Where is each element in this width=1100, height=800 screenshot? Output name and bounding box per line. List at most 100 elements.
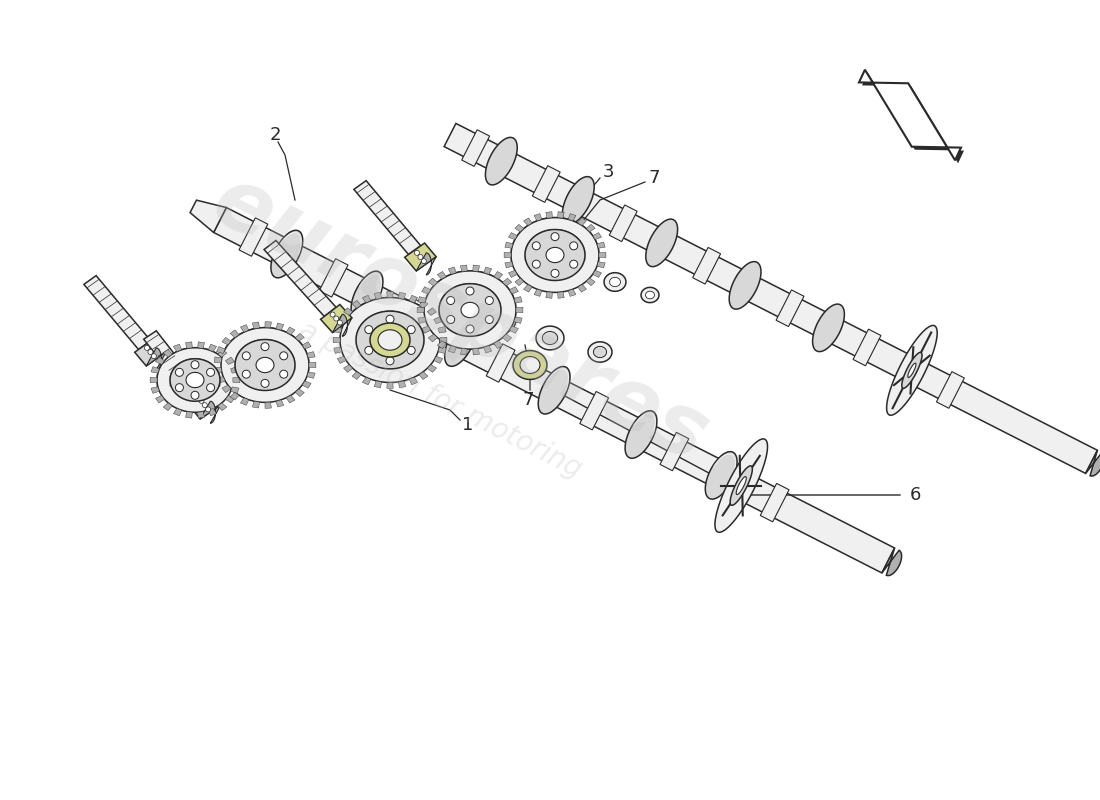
Polygon shape <box>505 262 513 268</box>
Polygon shape <box>520 357 540 374</box>
Polygon shape <box>208 344 217 352</box>
Polygon shape <box>588 342 612 362</box>
Polygon shape <box>593 346 606 358</box>
Polygon shape <box>370 323 410 357</box>
Polygon shape <box>362 295 371 303</box>
Polygon shape <box>343 365 353 372</box>
Polygon shape <box>399 299 428 338</box>
Polygon shape <box>200 401 221 423</box>
Circle shape <box>191 361 199 369</box>
Circle shape <box>421 258 427 264</box>
Circle shape <box>207 384 215 392</box>
Polygon shape <box>580 391 608 430</box>
Circle shape <box>532 260 540 268</box>
Polygon shape <box>513 350 547 379</box>
Polygon shape <box>276 323 284 330</box>
Text: 1: 1 <box>462 416 473 434</box>
Polygon shape <box>307 352 315 358</box>
Circle shape <box>365 326 373 334</box>
Polygon shape <box>424 271 516 349</box>
Text: 6: 6 <box>910 486 922 504</box>
Polygon shape <box>586 224 595 232</box>
Circle shape <box>551 233 559 241</box>
Polygon shape <box>241 398 249 406</box>
Circle shape <box>415 250 419 255</box>
Polygon shape <box>444 123 1098 474</box>
Polygon shape <box>448 267 456 274</box>
Polygon shape <box>598 252 606 258</box>
Polygon shape <box>163 350 173 357</box>
Polygon shape <box>239 218 267 256</box>
Circle shape <box>242 370 251 378</box>
Polygon shape <box>526 230 584 261</box>
Polygon shape <box>440 338 447 342</box>
Polygon shape <box>492 313 509 327</box>
Polygon shape <box>231 366 239 373</box>
Polygon shape <box>307 372 315 378</box>
Polygon shape <box>218 350 227 357</box>
Polygon shape <box>338 317 346 324</box>
Polygon shape <box>186 411 192 418</box>
Polygon shape <box>473 265 480 271</box>
Polygon shape <box>226 395 234 403</box>
Polygon shape <box>374 381 382 388</box>
Polygon shape <box>425 271 516 316</box>
Polygon shape <box>428 334 438 342</box>
Circle shape <box>261 342 270 350</box>
Polygon shape <box>433 356 442 363</box>
Circle shape <box>147 350 153 354</box>
Polygon shape <box>813 304 845 352</box>
Circle shape <box>175 368 184 376</box>
Polygon shape <box>439 284 500 315</box>
Polygon shape <box>418 297 426 303</box>
Polygon shape <box>333 326 342 333</box>
Polygon shape <box>597 242 605 248</box>
Circle shape <box>330 312 336 317</box>
Polygon shape <box>625 410 657 458</box>
Polygon shape <box>230 392 239 400</box>
Polygon shape <box>231 387 239 394</box>
Polygon shape <box>494 341 503 349</box>
Polygon shape <box>777 290 804 326</box>
Polygon shape <box>222 385 231 393</box>
Polygon shape <box>461 265 468 271</box>
Text: 7: 7 <box>648 169 660 187</box>
Polygon shape <box>189 391 221 419</box>
Polygon shape <box>433 317 442 324</box>
Circle shape <box>551 270 559 278</box>
Polygon shape <box>84 276 151 350</box>
Polygon shape <box>309 362 316 368</box>
Polygon shape <box>546 292 552 298</box>
Polygon shape <box>221 328 309 402</box>
Polygon shape <box>416 253 437 275</box>
Polygon shape <box>646 219 678 266</box>
Polygon shape <box>155 395 165 403</box>
Polygon shape <box>418 317 426 323</box>
Polygon shape <box>597 262 605 268</box>
Circle shape <box>261 379 270 387</box>
Polygon shape <box>235 339 295 390</box>
Polygon shape <box>609 278 620 286</box>
Polygon shape <box>214 367 222 373</box>
Polygon shape <box>604 273 626 291</box>
Polygon shape <box>514 297 522 303</box>
Circle shape <box>485 297 493 305</box>
Polygon shape <box>444 318 476 366</box>
Polygon shape <box>419 301 428 308</box>
Polygon shape <box>486 344 515 382</box>
Circle shape <box>447 297 454 305</box>
Polygon shape <box>222 338 231 345</box>
Polygon shape <box>593 233 602 240</box>
Polygon shape <box>186 372 204 388</box>
Polygon shape <box>514 317 522 323</box>
Polygon shape <box>419 372 428 379</box>
Polygon shape <box>421 326 430 334</box>
Circle shape <box>365 346 373 354</box>
Polygon shape <box>535 214 542 221</box>
Polygon shape <box>421 286 430 294</box>
Polygon shape <box>512 218 598 261</box>
Circle shape <box>279 352 288 360</box>
Polygon shape <box>439 284 500 336</box>
Polygon shape <box>715 439 768 532</box>
Polygon shape <box>333 347 342 354</box>
